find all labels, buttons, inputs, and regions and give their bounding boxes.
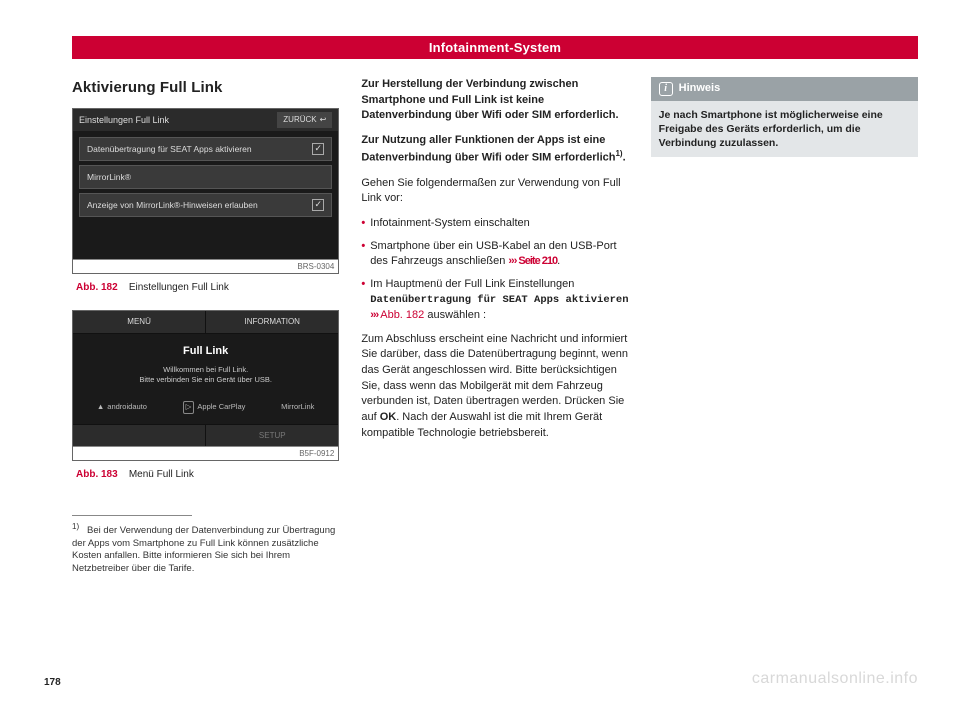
- figure-183-tab-info: INFORMATION: [206, 311, 338, 333]
- col2-p2: Zur Nutzung aller Funktionen der Apps is…: [361, 133, 628, 167]
- figure-183-caption: Abb. 183 Menü Full Link: [72, 465, 339, 485]
- note-box: i Hinweis Je nach Smartphone ist möglich…: [651, 77, 918, 157]
- col2-b3-ref: Abb. 182: [380, 309, 424, 321]
- note-head: i Hinweis: [651, 77, 918, 101]
- figure-183-msg1: Willkommen bei Full Link.: [79, 365, 332, 375]
- col2-b3-text: Im Hauptmenü der Full Link Einstellungen…: [370, 277, 628, 324]
- bullet-icon: •: [361, 216, 365, 232]
- chapter-title: Infotainment-System: [72, 36, 918, 59]
- figure-183-screen: MENÜ INFORMATION Full Link Willkommen be…: [73, 311, 338, 460]
- figure-182-caption-text: Einstellungen Full Link: [129, 282, 229, 293]
- column-1: Aktivierung Full Link Einstellungen Full…: [72, 77, 339, 575]
- figure-183: MENÜ INFORMATION Full Link Willkommen be…: [72, 310, 339, 461]
- bullet-icon: •: [361, 239, 365, 270]
- col2-b3-code: Datenübertragung für SEAT Apps aktiviere…: [370, 294, 628, 306]
- figure-182-row-1-label: Datenübertragung für SEAT Apps aktiviere…: [87, 143, 252, 155]
- figure-183-title: Full Link: [79, 344, 332, 360]
- col2-bullet-1: • Infotainment-System einschalten: [361, 216, 628, 232]
- figure-182-back-label: ZURÜCK: [283, 114, 316, 125]
- carplay-logo: ▷ Apple CarPlay: [183, 401, 246, 414]
- carplay-icon: ▷: [183, 401, 195, 414]
- figure-183-bottom-tabs: SETUP: [73, 424, 338, 446]
- col2-p4a: Zum Abschluss erscheint eine Nachricht u…: [361, 333, 628, 423]
- figure-183-code: B5F-0912: [73, 446, 338, 460]
- info-icon: i: [659, 82, 673, 96]
- carplay-label: Apple CarPlay: [197, 402, 245, 413]
- footnote-text: Bei der Verwendung der Datenverbindung z…: [72, 526, 335, 574]
- figure-182-screen: Einstellungen Full Link ZURÜCK ↩ Datenüb…: [73, 109, 338, 273]
- note-title: Hinweis: [679, 81, 721, 97]
- figure-182-row-3-label: Anzeige von MirrorLink®-Hinweisen erlaub…: [87, 199, 258, 211]
- figure-182-body: Datenübertragung für SEAT Apps aktiviere…: [73, 131, 338, 259]
- figure-182-caption-ref: Abb. 182: [76, 282, 118, 293]
- figure-183-msg2: Bitte verbinden Sie ein Gerät über USB.: [79, 375, 332, 385]
- col2-p2-sup: 1): [615, 149, 622, 158]
- col2-b3b: auswählen :: [424, 309, 486, 321]
- footnote-marker: 1): [72, 522, 79, 531]
- figure-183-tab-blank: [73, 425, 206, 446]
- figure-182-code: BRS-0304: [73, 259, 338, 273]
- col2-p4b: . Nach der Auswahl ist die mit Ihrem Ger…: [361, 411, 602, 439]
- figure-183-tab-setup: SETUP: [206, 425, 338, 446]
- col2-b2-ref: ››› Seite 210: [508, 255, 557, 267]
- figure-183-caption-text: Menü Full Link: [129, 469, 194, 480]
- col2-bullet-2: • Smartphone über ein USB-Kabel an den U…: [361, 239, 628, 270]
- android-icon: ▲: [97, 402, 104, 413]
- figure-183-caption-ref: Abb. 183: [76, 469, 118, 480]
- col2-p2b: .: [623, 152, 626, 164]
- col2-p4-ok: OK: [380, 411, 397, 423]
- note-body: Je nach Smartphone ist möglicherweise ei…: [651, 101, 918, 158]
- col2-b3-arr: ›››: [370, 309, 380, 321]
- col2-p1: Zur Herstellung der Verbindung zwischen …: [361, 77, 628, 124]
- androidauto-label: androidauto: [107, 402, 147, 413]
- footnote: 1) Bei der Verwendung der Datenverbindun…: [72, 522, 339, 575]
- figure-182-row-2-label: MirrorLink®: [87, 171, 131, 183]
- footnote-rule: [72, 515, 192, 516]
- columns: Aktivierung Full Link Einstellungen Full…: [72, 77, 918, 575]
- figure-183-logos: ▲ androidauto ▷ Apple CarPlay MirrorLink: [73, 393, 338, 424]
- section-title: Aktivierung Full Link: [72, 77, 339, 98]
- col2-b3a: Im Hauptmenü der Full Link Einstellungen: [370, 278, 574, 290]
- page: Infotainment-System Aktivierung Full Lin…: [0, 0, 960, 708]
- androidauto-logo: ▲ androidauto: [97, 402, 147, 413]
- spacer: [79, 221, 332, 253]
- col2-b1-text: Infotainment-System einschalten: [370, 216, 530, 232]
- figure-183-tab-menu: MENÜ: [73, 311, 206, 333]
- figure-182-row-2: MirrorLink®: [79, 165, 332, 189]
- checkbox-icon: ✓: [312, 143, 324, 155]
- figure-182-row-3: Anzeige von MirrorLink®-Hinweisen erlaub…: [79, 193, 332, 217]
- column-3: i Hinweis Je nach Smartphone ist möglich…: [651, 77, 918, 575]
- figure-182-back-button: ZURÜCK ↩: [277, 112, 332, 127]
- col2-p4: Zum Abschluss erscheint eine Nachricht u…: [361, 332, 628, 441]
- figure-182-header-title: Einstellungen Full Link: [79, 114, 169, 127]
- col2-bullet-3: • Im Hauptmenü der Full Link Einstellung…: [361, 277, 628, 324]
- col2-b2a: Smartphone über ein USB-Kabel an den USB…: [370, 240, 616, 268]
- col2-p3: Gehen Sie folgendermaßen zur Verwendung …: [361, 176, 628, 207]
- mirrorlink-logo: MirrorLink: [281, 402, 314, 413]
- mirrorlink-label: MirrorLink: [281, 402, 314, 413]
- watermark: carmanualsonline.info: [752, 670, 918, 688]
- figure-182-header: Einstellungen Full Link ZURÜCK ↩: [73, 109, 338, 130]
- col2-p2a: Zur Nutzung aller Funktionen der Apps is…: [361, 134, 615, 164]
- figure-183-main: Full Link Willkommen bei Full Link. Bitt…: [73, 334, 338, 393]
- figure-182-caption: Abb. 182 Einstellungen Full Link: [72, 278, 339, 298]
- figure-182-row-1: Datenübertragung für SEAT Apps aktiviere…: [79, 137, 332, 161]
- page-number: 178: [44, 677, 61, 688]
- col2-b2b: .: [557, 255, 560, 267]
- back-arrow-icon: ↩: [320, 114, 327, 125]
- bullet-icon: •: [361, 277, 365, 324]
- checkbox-icon: ✓: [312, 199, 324, 211]
- figure-182: Einstellungen Full Link ZURÜCK ↩ Datenüb…: [72, 108, 339, 274]
- figure-183-top-tabs: MENÜ INFORMATION: [73, 311, 338, 333]
- column-2: Zur Herstellung der Verbindung zwischen …: [361, 77, 628, 575]
- col2-b2-text: Smartphone über ein USB-Kabel an den USB…: [370, 239, 628, 270]
